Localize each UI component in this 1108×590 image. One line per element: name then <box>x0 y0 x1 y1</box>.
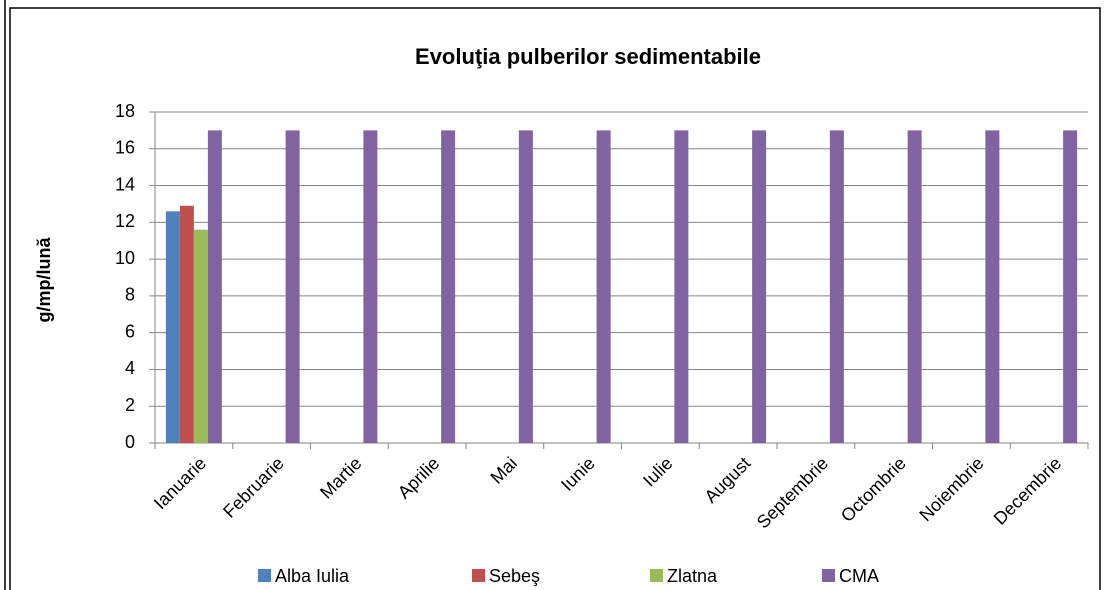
bar <box>285 130 300 443</box>
x-tick-label: Decembrie <box>990 453 1066 529</box>
x-tick-label: Ianuarie <box>150 453 210 513</box>
y-tick-label: 2 <box>125 395 135 415</box>
legend-label: Alba Iulia <box>275 566 350 586</box>
bar <box>596 130 611 443</box>
bar <box>674 130 689 443</box>
bar <box>165 211 180 443</box>
bar <box>907 130 922 443</box>
x-tick-label: Februarie <box>219 453 288 522</box>
y-tick-label: 0 <box>125 432 135 452</box>
chart-title: Evoluţia pulberilor sedimentabile <box>415 44 761 69</box>
bar <box>1063 130 1078 443</box>
legend-swatch <box>822 569 835 582</box>
bar <box>179 205 194 443</box>
legend-swatch <box>650 569 663 582</box>
y-tick-label: 4 <box>125 358 135 378</box>
x-tick-label: Octombrie <box>837 453 910 526</box>
legend-swatch <box>472 569 485 582</box>
bar <box>363 130 378 443</box>
frame <box>9 7 1101 590</box>
y-tick-label: 10 <box>115 248 135 268</box>
y-tick-label: 18 <box>115 101 135 121</box>
x-tick-label: August <box>701 453 755 507</box>
x-tick-label: Aprilie <box>394 453 444 503</box>
y-tick-label: 8 <box>125 285 135 305</box>
y-tick-label: 14 <box>115 174 135 194</box>
bar <box>985 130 1000 443</box>
bar <box>441 130 456 443</box>
legend-label: CMA <box>839 566 879 586</box>
y-tick-label: 16 <box>115 138 135 158</box>
x-tick-label: Noiembrie <box>915 453 987 525</box>
bar <box>518 130 533 443</box>
x-tick-label: Mai <box>486 453 521 488</box>
x-tick-label: Iunie <box>557 453 599 495</box>
x-tick-label: Martie <box>316 453 366 503</box>
legend-label: Sebeş <box>489 566 540 586</box>
bar <box>752 130 767 443</box>
bar <box>193 229 208 443</box>
bar <box>207 130 222 443</box>
y-tick-label: 6 <box>125 321 135 341</box>
y-axis-label: g/mp/lună <box>34 237 54 323</box>
x-tick-label: Septembrie <box>753 453 832 532</box>
x-tick-label: Iulie <box>639 453 676 490</box>
bar <box>829 130 844 443</box>
legend-swatch <box>258 569 271 582</box>
legend-label: Zlatna <box>667 566 718 586</box>
y-tick-label: 12 <box>115 211 135 231</box>
